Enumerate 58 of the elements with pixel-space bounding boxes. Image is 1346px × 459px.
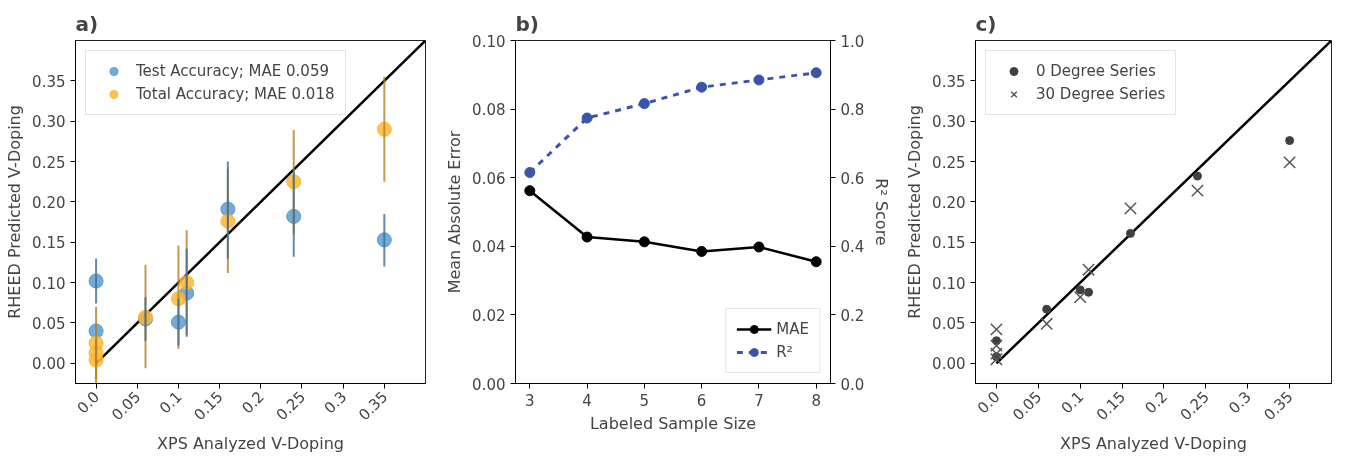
x-tick-label: 0.2: [238, 387, 268, 418]
y2-axis-title: R² Score: [872, 178, 892, 246]
y2-tick-label: 1.0: [840, 32, 865, 51]
y-tick-label: 0.10: [932, 274, 966, 293]
y-tick-label: 0.08: [472, 101, 506, 120]
x-tick-label: 0.2: [1141, 387, 1172, 418]
x-axis-title: XPS Analyzed V-Doping: [1060, 433, 1247, 453]
legend-label: 0 Degree Series: [1036, 62, 1156, 80]
x-axis-title: XPS Analyzed V-Doping: [157, 433, 344, 453]
x-tick-label: 3: [525, 391, 535, 410]
legend-label: 30 Degree Series: [1036, 85, 1166, 103]
legend-label: Total Accuracy; MAE 0.018: [136, 85, 335, 103]
y2-tick-label: 0.2: [840, 306, 865, 325]
y-tick-label: 0.05: [32, 314, 66, 333]
chart-title: a): [75, 11, 99, 36]
x-tick-label: 7: [754, 391, 764, 410]
x-tick-label: 6: [696, 391, 707, 410]
y-tick-label: 0.10: [472, 32, 506, 51]
y-tick-label: 0.10: [32, 274, 66, 293]
y2-tick-label: 0.8: [840, 101, 865, 120]
y-tick-label: 0.15: [32, 234, 66, 253]
y-tick-label: 0.06: [472, 169, 506, 188]
y-tick-label: 0.02: [472, 306, 506, 325]
y-tick-label: 0.00: [932, 355, 966, 374]
x-tick-label: 0.1: [155, 387, 186, 418]
y-tick-label: 0.25: [32, 153, 66, 172]
y-tick-label: 0.35: [32, 72, 66, 91]
x-tick-label: 0.0: [73, 387, 104, 418]
chart-title: b): [515, 11, 539, 36]
y-tick-label: 0.04: [472, 238, 506, 257]
y-tick-label: 0.05: [932, 314, 966, 333]
y-tick-label: 0.15: [932, 234, 966, 253]
x-axis-title: Labeled Sample Size: [589, 413, 757, 433]
y-tick-label: 0.30: [932, 113, 966, 132]
y-axis-title: Mean Absolute Error: [445, 130, 465, 294]
y-tick-label: 0.20: [32, 193, 66, 212]
legend-label: R²: [776, 343, 794, 361]
x-tick-label: 0.1: [1057, 387, 1088, 418]
legend-label: MAE: [776, 320, 809, 338]
y-axis-title: RHEED Predicted V-Doping: [905, 105, 925, 319]
x-tick-label: 0.3: [1225, 387, 1255, 418]
y2-tick-label: 0.6: [840, 169, 865, 188]
legend-label: Test Accuracy; MAE 0.059: [136, 62, 330, 80]
y-tick-label: 0.30: [32, 113, 66, 132]
x-tick-label: 8: [811, 391, 821, 410]
chart-title: c): [975, 11, 997, 36]
y-tick-label: 0.00: [32, 355, 66, 374]
y-axis-title: RHEED Predicted V-Doping: [5, 105, 25, 319]
y-tick-label: 0.00: [472, 375, 506, 394]
y-tick-label: 0.20: [932, 193, 966, 212]
y2-tick-label: 0.4: [840, 238, 865, 257]
x-tick-label: 0.3: [320, 387, 351, 418]
x-tick-label: 4: [582, 391, 592, 410]
x-tick-label: 5: [639, 391, 650, 410]
y2-tick-label: 0.0: [840, 375, 865, 394]
y-tick-label: 0.35: [932, 72, 966, 91]
x-tick-label: 0.0: [973, 387, 1004, 418]
y-tick-label: 0.25: [932, 153, 966, 172]
